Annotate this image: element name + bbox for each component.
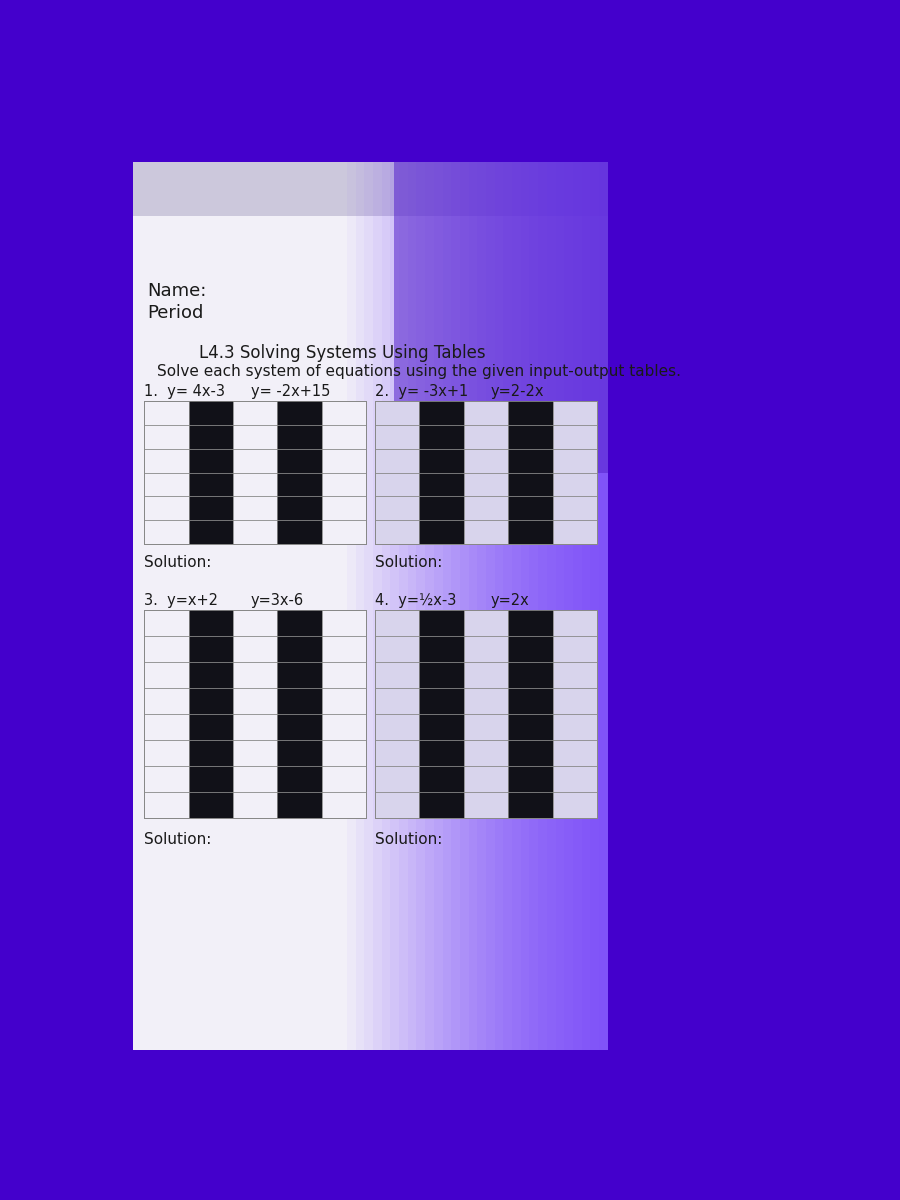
Bar: [573, 162, 608, 1050]
Bar: [512, 162, 608, 1050]
Bar: [375, 610, 597, 818]
Text: y=2x: y=2x: [491, 593, 529, 608]
Bar: [555, 162, 608, 1050]
Bar: [419, 610, 464, 818]
Bar: [460, 162, 608, 1050]
Text: 1.  y= 4x-3: 1. y= 4x-3: [144, 384, 225, 400]
Bar: [538, 162, 608, 1050]
Bar: [375, 401, 597, 544]
Bar: [451, 162, 608, 1050]
Bar: [189, 401, 233, 544]
Bar: [373, 162, 608, 1050]
Text: Solution:: Solution:: [375, 554, 443, 570]
Text: y=2-2x: y=2-2x: [491, 384, 544, 400]
Bar: [133, 162, 608, 1050]
Bar: [425, 162, 608, 1050]
Bar: [144, 401, 366, 544]
Bar: [364, 162, 608, 1050]
Bar: [590, 162, 608, 1050]
Bar: [391, 162, 608, 1050]
Bar: [443, 162, 608, 1050]
Bar: [508, 610, 553, 818]
Bar: [581, 162, 608, 1050]
Text: y=3x-6: y=3x-6: [251, 593, 304, 608]
Bar: [495, 162, 608, 1050]
Bar: [564, 162, 608, 1050]
Bar: [394, 162, 608, 473]
Text: 3.  y=x+2: 3. y=x+2: [144, 593, 219, 608]
Bar: [547, 162, 608, 1050]
Bar: [356, 162, 608, 1050]
Text: y= -2x+15: y= -2x+15: [251, 384, 330, 400]
Text: Solve each system of equations using the given input-output tables.: Solve each system of equations using the…: [158, 365, 681, 379]
Bar: [382, 162, 608, 1050]
Bar: [417, 162, 608, 1050]
Bar: [469, 162, 608, 1050]
Bar: [486, 162, 608, 1050]
Text: 4.  y=½x-3: 4. y=½x-3: [375, 593, 456, 608]
Text: Solution:: Solution:: [144, 554, 212, 570]
Text: Period: Period: [148, 304, 203, 322]
Bar: [434, 162, 608, 1050]
Bar: [346, 162, 608, 1050]
Bar: [521, 162, 608, 1050]
Text: L4.3 Solving Systems Using Tables: L4.3 Solving Systems Using Tables: [199, 344, 485, 362]
Text: 2.  y= -3x+1: 2. y= -3x+1: [375, 384, 468, 400]
Text: Solution:: Solution:: [144, 832, 212, 847]
Bar: [277, 610, 321, 818]
Bar: [277, 401, 321, 544]
Bar: [529, 162, 608, 1050]
Bar: [419, 401, 464, 544]
Bar: [599, 162, 608, 1050]
Bar: [477, 162, 608, 1050]
Bar: [144, 610, 366, 818]
Bar: [133, 162, 608, 216]
Bar: [408, 162, 608, 1050]
Text: Solution:: Solution:: [375, 832, 443, 847]
Bar: [508, 401, 553, 544]
Bar: [189, 610, 233, 818]
Text: Name:: Name:: [148, 282, 207, 300]
Bar: [503, 162, 608, 1050]
Bar: [399, 162, 608, 1050]
